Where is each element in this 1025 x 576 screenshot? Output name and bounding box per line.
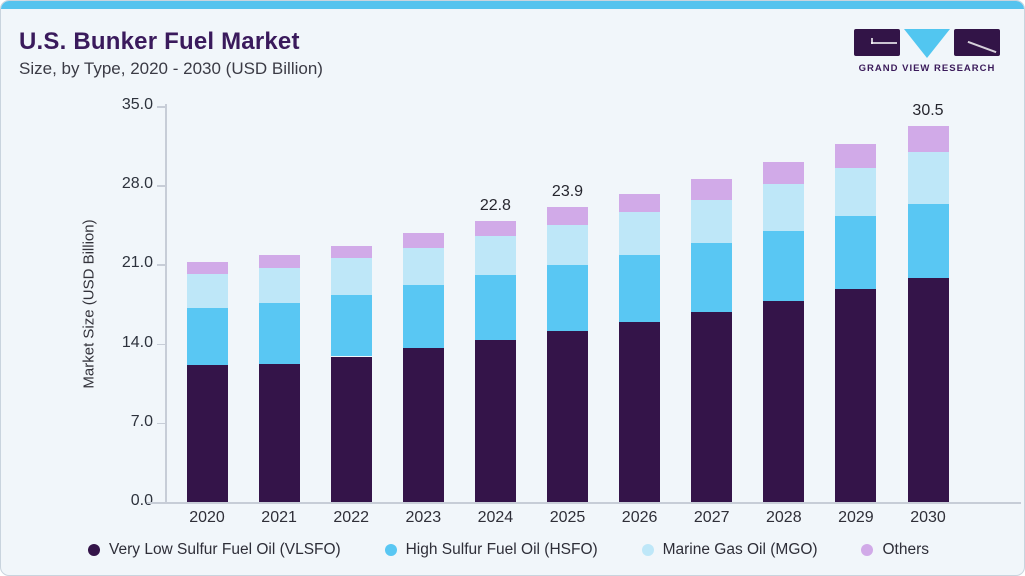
legend-item: Others [861, 541, 929, 559]
y-tick-mark [157, 264, 165, 266]
bar-segment-2021 [258, 303, 300, 364]
bar-segment-2023 [402, 248, 444, 285]
bar-segment-2026 [619, 193, 661, 213]
bar-segment-2028 [763, 161, 805, 184]
x-axis-label: 2028 [766, 509, 802, 526]
logo-g-icon [854, 29, 900, 56]
y-tick-mark [157, 106, 165, 108]
legend-swatch-icon [641, 544, 654, 556]
bar-total-label: 30.5 [912, 101, 944, 119]
bar-segment-2020 [186, 273, 228, 309]
logo-v-icon [904, 29, 950, 58]
accent-bar [1, 1, 1024, 9]
bar-segment-2025 [547, 265, 588, 331]
legend-label: Marine Gas Oil (MGO) [662, 541, 818, 558]
bar-segment-2026 [619, 255, 661, 322]
bar-segment-2021 [258, 363, 300, 502]
x-axis-label: 2021 [261, 509, 297, 526]
x-axis-label: 2023 [405, 509, 442, 526]
bar-segment-2024 [474, 220, 516, 236]
bar-total-label: 22.8 [479, 196, 511, 214]
bar-segment-2026 [619, 321, 661, 502]
bar-segment-2030 [907, 277, 949, 502]
legend-item: Very Low Sulfur Fuel Oil (VLSFO) [88, 541, 341, 559]
bar-segment-2029 [835, 215, 877, 289]
bar-segment-2030 [907, 203, 949, 278]
y-tick-label: 14.0 [121, 333, 153, 351]
bar-segment-2029 [835, 144, 877, 168]
bar-total-label: 23.9 [551, 183, 584, 201]
bar-segment-2020 [186, 308, 228, 366]
bar-segment-2025 [547, 330, 588, 502]
x-axis-label: 2029 [838, 509, 874, 526]
bar-segment-2028 [763, 183, 805, 231]
y-tick-mark [157, 185, 165, 187]
brand-name: GRAND VIEW RESEARCH [858, 63, 996, 74]
legend-item: High Sulfur Fuel Oil (HSFO) [384, 541, 598, 559]
logo-mark [854, 29, 1000, 59]
brand-logo: GRAND VIEW RESEARCH [854, 29, 1000, 74]
bar-segment-2027 [691, 243, 733, 313]
y-tick-label: 0.0 [130, 492, 153, 509]
logo-r-icon [954, 29, 1000, 56]
legend-item: Marine Gas Oil (MGO) [641, 541, 818, 559]
bar-segment-2020 [186, 365, 228, 502]
chart-legend: Very Low Sulfur Fuel Oil (VLSFO) High Sul… [1, 536, 1024, 564]
bar-segment-2024 [474, 275, 516, 341]
y-tick-label: 21.0 [121, 254, 153, 272]
bar-segment-2027 [691, 178, 733, 200]
y-tick-mark [157, 422, 165, 425]
x-axis-label: 2024 [477, 509, 514, 526]
bar-segment-2023 [402, 284, 444, 348]
legend-label: Very Low Sulfur Fuel Oil (VLSFO) [109, 541, 341, 558]
x-axis-line [147, 502, 1021, 504]
y-axis-title: Market Size (USD Billion) [80, 219, 98, 389]
x-axis-label: 2020 [189, 509, 225, 526]
x-axis-label: 2026 [621, 509, 658, 526]
y-axis-line [165, 104, 167, 502]
y-tick-label: 28.0 [121, 175, 153, 193]
bar-segment-2029 [835, 167, 877, 216]
x-axis-label: 2030 [910, 509, 946, 526]
x-axis-label: 2027 [693, 509, 730, 526]
legend-swatch-icon [384, 544, 397, 556]
bar-segment-2029 [835, 288, 877, 502]
bar-segment-2028 [763, 301, 805, 502]
page-title: U.S. Bunker Fuel Market [19, 28, 300, 55]
bar-segment-2020 [186, 261, 228, 274]
legend-label: High Sulfur Fuel Oil (HSFO) [405, 541, 598, 558]
x-axis-label: 2022 [333, 509, 369, 526]
legend-swatch-icon [88, 544, 100, 556]
y-tick-label: 35.0 [121, 96, 153, 113]
legend-swatch-icon [861, 544, 874, 556]
bar-segment-2022 [330, 257, 372, 295]
bar-segment-2022 [330, 294, 372, 357]
bar-segment-2025 [547, 224, 588, 266]
y-tick-mark [157, 343, 165, 346]
bar-segment-2026 [619, 212, 661, 256]
bar-segment-2023 [402, 233, 444, 248]
bar-segment-2023 [402, 347, 444, 502]
bar-segment-2027 [691, 199, 733, 244]
bar-segment-2021 [258, 267, 300, 304]
bar-segment-2028 [763, 230, 805, 301]
bar-segment-2027 [691, 312, 733, 502]
bar-segment-2022 [330, 245, 372, 258]
bar-segment-2030 [907, 151, 949, 204]
y-tick-label: 7.0 [130, 412, 153, 430]
bar-segment-2024 [474, 340, 516, 502]
bar-segment-2024 [474, 235, 516, 276]
bar-segment-2025 [547, 207, 588, 225]
legend-label: Others [882, 541, 929, 558]
x-axis-label: 2025 [549, 509, 586, 526]
bar-segment-2022 [330, 356, 372, 502]
bar-segment-2021 [258, 255, 300, 268]
bar-segment-2030 [907, 125, 949, 152]
page-subtitle: Size, by Type, 2020 - 2030 (USD Billion) [19, 59, 323, 78]
